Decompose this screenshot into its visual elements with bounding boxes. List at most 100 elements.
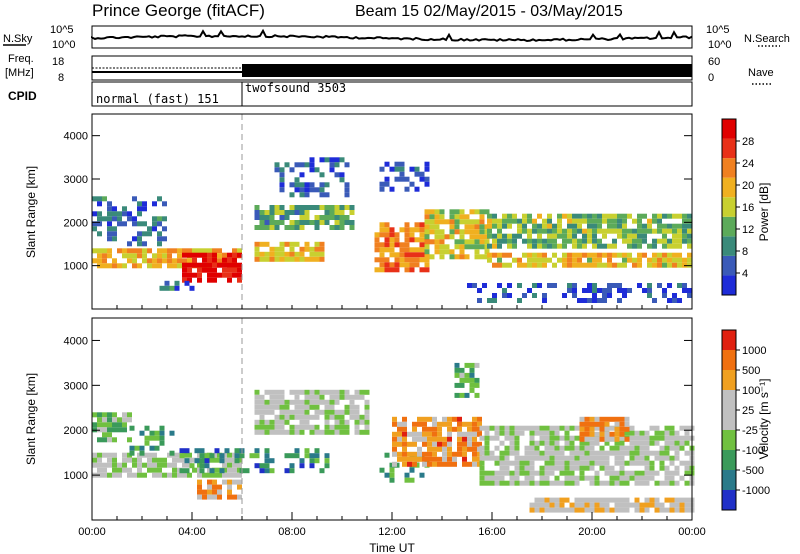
velocity-cell-3 [232,479,237,485]
velocity-cell-2 [294,453,300,459]
velocity-cell-5 [447,421,452,427]
power-cell-1 [232,262,237,268]
velocity-cell-7 [334,424,340,430]
velocity-cell-6 [484,475,490,481]
power-cell-3 [374,237,380,243]
velocity-cell-5 [412,426,417,432]
power-cell-7 [152,201,157,207]
power-cell-1 [237,272,242,278]
power-cell-12 [647,283,652,288]
power-cell-3 [399,227,405,233]
velocity-cell-6 [619,435,625,441]
power-cell-5 [502,262,507,268]
velocity-cell-6 [554,425,560,431]
power-cell-6 [577,218,582,224]
power-cell-5 [567,252,572,258]
power-cell-0 [202,248,207,254]
power-cell-12 [682,283,687,288]
power-cell-1 [212,252,217,258]
power-cell-6 [497,223,502,229]
power-cell-5 [632,257,637,263]
velocity-cell-6 [509,445,515,451]
velocity-cell-10 [529,502,535,508]
power-cell-6 [622,238,627,244]
velocity-cell-2 [209,468,215,474]
velocity-cell-6 [539,435,545,441]
power-cell-0 [127,253,132,259]
power-cell-6 [587,218,592,224]
power-cell-7 [157,221,162,227]
velocity-cell-7 [304,389,310,395]
power-cell-6 [547,233,552,239]
power-cell-2 [269,251,275,257]
power-cell-5 [682,257,687,263]
power-cell-0 [97,258,102,264]
power-cell-1 [237,267,242,273]
velocity-cell-6 [639,450,645,456]
velocity-cell-0 [172,467,177,473]
power-cell-7 [107,206,112,212]
velocity-heatmap [92,362,695,513]
power-cell-11 [189,285,195,291]
power-cell-2 [279,246,285,252]
velocity-cell-7 [254,394,260,400]
velocity-cell-9 [594,421,600,427]
velocity-cell-6 [589,440,595,446]
velocity-cell-10 [579,502,585,508]
velocity-cell-0 [192,467,197,473]
power-cell-12 [587,283,592,288]
power-cell-6 [607,218,612,224]
velocity-cell-7 [264,429,270,435]
power-cell-6 [592,238,597,244]
power-cell-8 [349,205,355,210]
velocity-cell-0 [132,472,137,478]
power-cell-6 [647,228,652,234]
power-cell-6 [642,223,647,229]
velocity-cell-6 [564,475,570,481]
power-cell-5 [502,252,507,258]
power-cell-6 [632,228,637,234]
velocity-cell-6 [604,460,610,466]
power-cell-5 [657,252,662,258]
power-cell-2 [304,241,310,247]
power-cell-1 [202,257,207,263]
velocity-cell-6 [604,470,610,476]
power-cell-12 [587,298,592,303]
power-cell-2 [274,256,280,262]
velocity-cell-6 [604,465,610,471]
power-heatmap [92,157,692,303]
power-cell-0 [92,248,97,254]
power-cell-1 [227,262,232,268]
power-cell-10 [379,186,385,192]
power-cell-5 [562,257,567,263]
power-cell-3 [389,237,395,243]
power-cell-6 [517,233,522,239]
velocity-cell-9 [614,426,620,432]
velocity-cell-2 [314,448,320,454]
power-cell-12 [527,288,532,293]
power-cell-10 [404,176,410,182]
power-cell-0 [172,258,177,264]
power-cell-6 [607,213,612,219]
velocity-cell-11 [107,412,112,418]
velocity-cell-4 [384,452,390,458]
power-cell-9 [329,162,335,168]
velocity-cell-10 [569,502,575,508]
power-cell-5 [547,257,552,263]
velocity-cell-5 [407,451,412,457]
power-cell-5 [497,262,502,268]
power-cell-0 [147,258,152,264]
velocity-cell-5 [397,451,402,457]
power-cell-5 [582,252,587,258]
velocity-cell-2 [199,463,205,469]
velocity-cell-7 [344,419,350,425]
velocity-cell-6 [564,425,570,431]
cpid-mode-2: twofsound 3503 [245,81,346,95]
power-cell-7 [107,226,112,232]
velocity-cell-5 [432,431,437,437]
velocity-cell-7 [349,394,355,400]
power-cell-7 [152,226,157,232]
power-cell-3 [404,252,410,258]
velocity-cell-5 [402,431,407,437]
power-cell-5 [487,257,492,263]
